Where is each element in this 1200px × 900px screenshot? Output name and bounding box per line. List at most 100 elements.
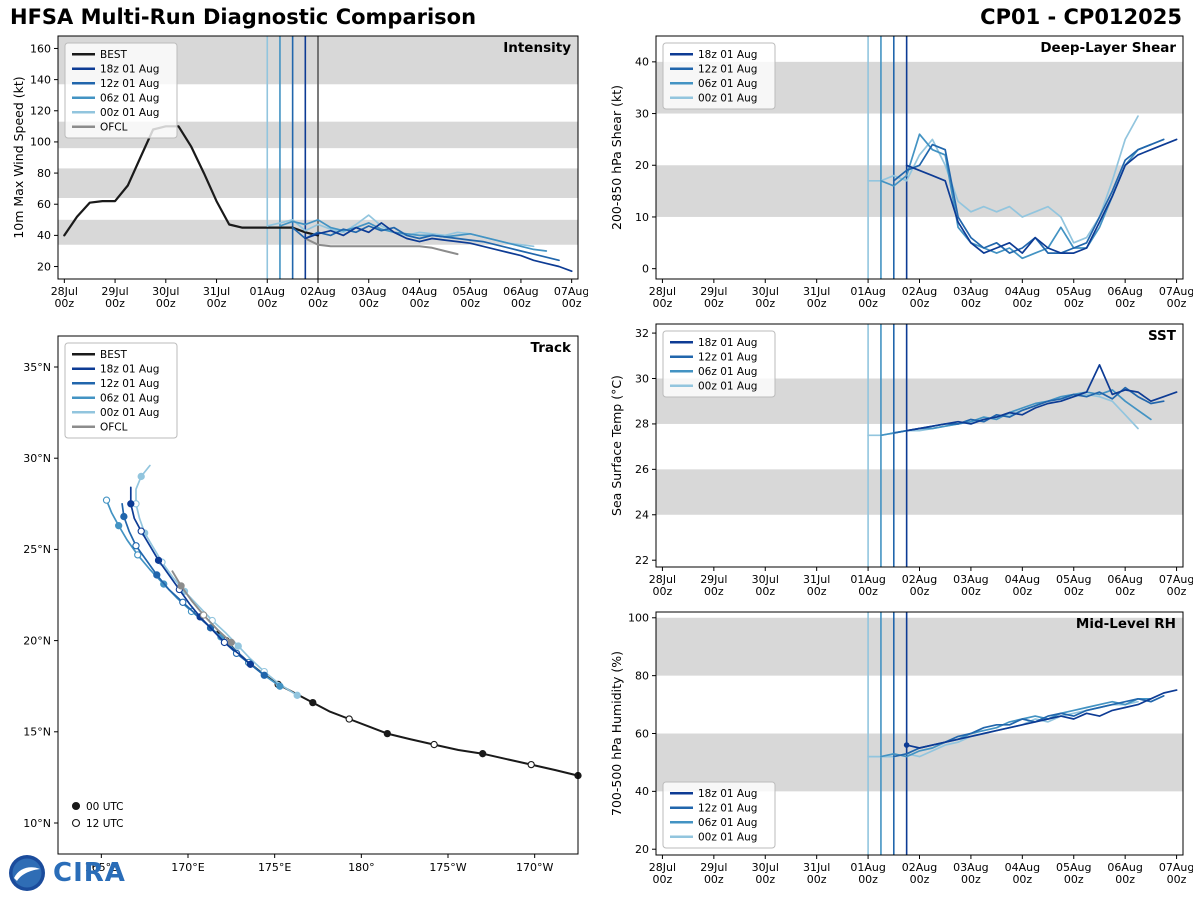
svg-text:26: 26 xyxy=(635,463,649,476)
svg-text:10: 10 xyxy=(635,211,649,224)
svg-text:29Jul: 29Jul xyxy=(700,861,727,874)
svg-text:01Aug: 01Aug xyxy=(850,573,885,586)
svg-text:Mid-Level RH: Mid-Level RH xyxy=(1076,616,1176,632)
svg-text:02Aug: 02Aug xyxy=(300,285,335,298)
svg-text:00z: 00z xyxy=(1012,585,1032,598)
svg-text:40: 40 xyxy=(37,229,51,242)
svg-text:00z: 00z xyxy=(1167,297,1187,310)
svg-text:30Jul: 30Jul xyxy=(152,285,179,298)
svg-text:00z: 00z xyxy=(910,297,930,310)
svg-text:07Aug: 07Aug xyxy=(1159,573,1193,586)
svg-text:29Jul: 29Jul xyxy=(700,285,727,298)
svg-text:00z: 00z xyxy=(1012,873,1032,886)
svg-text:80: 80 xyxy=(635,669,649,682)
svg-text:0: 0 xyxy=(642,262,649,275)
svg-text:00z: 00z xyxy=(704,297,724,310)
storm-id-title: CP01 - CP012025 xyxy=(980,5,1182,29)
svg-text:00z: 00z xyxy=(653,873,673,886)
svg-text:30Jul: 30Jul xyxy=(752,861,779,874)
svg-text:00z: 00z xyxy=(755,585,775,598)
svg-text:40: 40 xyxy=(635,785,649,798)
svg-text:00z: 00z xyxy=(511,297,531,310)
svg-text:10m Max Wind Speed (kt): 10m Max Wind Speed (kt) xyxy=(11,76,26,238)
svg-text:00z: 00z xyxy=(1064,297,1084,310)
svg-text:00z 01 Aug: 00z 01 Aug xyxy=(698,380,757,392)
svg-text:165°E: 165°E xyxy=(85,861,118,874)
svg-text:00z: 00z xyxy=(257,297,277,310)
svg-text:00z: 00z xyxy=(858,297,878,310)
svg-text:00z: 00z xyxy=(704,873,724,886)
svg-text:175°W: 175°W xyxy=(429,861,466,874)
svg-text:06z 01 Aug: 06z 01 Aug xyxy=(100,392,159,404)
svg-text:02Aug: 02Aug xyxy=(902,285,937,298)
svg-text:07Aug: 07Aug xyxy=(554,285,588,298)
svg-text:20: 20 xyxy=(635,843,649,856)
svg-text:04Aug: 04Aug xyxy=(1005,285,1040,298)
svg-text:00z: 00z xyxy=(308,297,328,310)
svg-text:80: 80 xyxy=(37,167,51,180)
svg-text:00z: 00z xyxy=(410,297,430,310)
svg-text:02Aug: 02Aug xyxy=(902,861,937,874)
svg-text:06Aug: 06Aug xyxy=(503,285,538,298)
sst-panel: 22 24 26 28 30 32 28Jul 00z 29Jul 00z 30Jul 00z 31Ju… xyxy=(608,318,1194,603)
svg-text:04Aug: 04Aug xyxy=(1005,861,1040,874)
cira-logo: CIRA xyxy=(53,858,126,888)
svg-text:31Jul: 31Jul xyxy=(203,285,230,298)
svg-text:18z 01 Aug: 18z 01 Aug xyxy=(100,363,159,375)
svg-text:31Jul: 31Jul xyxy=(803,573,830,586)
svg-text:00z: 00z xyxy=(1115,297,1135,310)
svg-text:00z: 00z xyxy=(653,585,673,598)
svg-text:OFCL: OFCL xyxy=(100,421,128,433)
svg-text:Sea Surface Temp (°C): Sea Surface Temp (°C) xyxy=(609,375,624,516)
svg-text:12z 01 Aug: 12z 01 Aug xyxy=(698,351,757,363)
svg-text:00z: 00z xyxy=(1115,873,1135,886)
svg-text:160: 160 xyxy=(30,42,51,55)
svg-text:00z: 00z xyxy=(54,297,74,310)
svg-text:170°W: 170°W xyxy=(516,861,553,874)
svg-text:00z: 00z xyxy=(562,297,582,310)
svg-text:06z 01 Aug: 06z 01 Aug xyxy=(698,78,757,90)
svg-text:28Jul: 28Jul xyxy=(649,861,676,874)
svg-text:05Aug: 05Aug xyxy=(452,285,487,298)
svg-text:BEST: BEST xyxy=(100,49,128,61)
svg-text:BEST: BEST xyxy=(100,349,128,361)
svg-text:06Aug: 06Aug xyxy=(1107,285,1142,298)
footer-logos: CIRA xyxy=(8,854,126,892)
svg-text:00z: 00z xyxy=(1167,873,1187,886)
svg-text:12z 01 Aug: 12z 01 Aug xyxy=(100,78,159,90)
svg-text:00z: 00z xyxy=(1167,585,1187,598)
svg-text:01Aug: 01Aug xyxy=(250,285,285,298)
svg-text:00z: 00z xyxy=(910,873,930,886)
svg-text:24: 24 xyxy=(635,509,649,522)
svg-text:07Aug: 07Aug xyxy=(1159,861,1193,874)
svg-text:06Aug: 06Aug xyxy=(1107,573,1142,586)
svg-text:00z: 00z xyxy=(807,873,827,886)
svg-text:25°N: 25°N xyxy=(23,543,51,556)
track-panel: 10°N 15°N 20°N 25°N 30°N 35°N 165°E 170°E 175°E 1… xyxy=(10,330,588,882)
noaa-logo xyxy=(9,855,45,891)
svg-text:100: 100 xyxy=(628,612,649,625)
svg-text:28Jul: 28Jul xyxy=(649,285,676,298)
svg-text:00z: 00z xyxy=(807,297,827,310)
svg-text:700-500 hPa Humidity (%): 700-500 hPa Humidity (%) xyxy=(609,651,624,816)
svg-text:00z: 00z xyxy=(1064,585,1084,598)
svg-text:100: 100 xyxy=(30,136,51,149)
svg-text:29Jul: 29Jul xyxy=(700,573,727,586)
svg-text:29Jul: 29Jul xyxy=(101,285,128,298)
svg-text:30: 30 xyxy=(635,107,649,120)
svg-text:00z: 00z xyxy=(807,585,827,598)
svg-text:04Aug: 04Aug xyxy=(1005,573,1040,586)
svg-text:18z 01 Aug: 18z 01 Aug xyxy=(698,788,757,800)
svg-text:20°N: 20°N xyxy=(23,634,51,647)
svg-text:00z: 00z xyxy=(1012,297,1032,310)
svg-text:00z: 00z xyxy=(207,297,227,310)
svg-text:00z: 00z xyxy=(105,297,125,310)
page-title: HFSA Multi-Run Diagnostic Comparison xyxy=(10,5,477,29)
svg-text:31Jul: 31Jul xyxy=(803,861,830,874)
svg-text:140: 140 xyxy=(30,73,51,86)
svg-text:00z 01 Aug: 00z 01 Aug xyxy=(100,407,159,419)
svg-text:22: 22 xyxy=(635,554,649,567)
svg-text:03Aug: 03Aug xyxy=(953,573,988,586)
svg-text:00z: 00z xyxy=(460,297,480,310)
svg-text:30Jul: 30Jul xyxy=(752,285,779,298)
